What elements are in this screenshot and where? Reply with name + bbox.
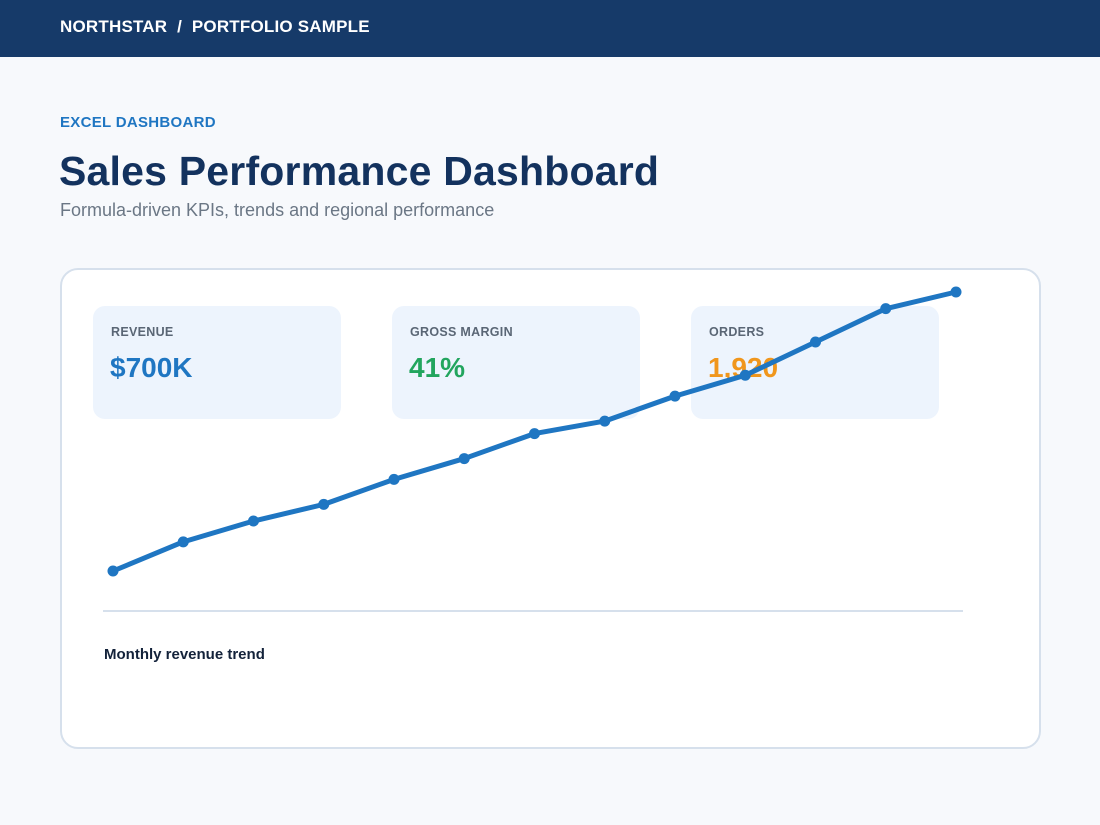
data-point-3 [248, 515, 259, 527]
data-point-7 [529, 428, 540, 440]
section-eyebrow: EXCEL DASHBOARD [60, 114, 216, 131]
data-point-9 [669, 390, 681, 402]
data-point-12 [880, 303, 892, 315]
kpi-label: GROSS MARGIN [410, 325, 513, 339]
data-point-11 [810, 336, 821, 348]
kpi-card-revenue: REVENUE $700K [93, 306, 341, 419]
data-point-10 [739, 369, 751, 381]
kpi-value: 41% [409, 352, 466, 383]
page-subtitle: Formula-driven KPIs, trends and regional… [60, 200, 495, 220]
chart-caption: Monthly revenue trend [104, 646, 265, 663]
data-point-2 [177, 536, 189, 548]
kpi-card-gross-margin: GROSS MARGIN 41% [392, 306, 640, 419]
data-point-5 [388, 473, 400, 485]
data-point-8 [599, 415, 611, 427]
breadcrumb: NORTHSTAR / PORTFOLIO SAMPLE [60, 17, 370, 36]
data-point-13 [950, 286, 962, 298]
data-point-1 [107, 565, 119, 577]
page-title: Sales Performance Dashboard [59, 148, 660, 194]
data-point-6 [458, 453, 470, 465]
kpi-label: REVENUE [111, 325, 174, 339]
kpi-value: $700K [110, 352, 193, 383]
data-point-4 [318, 498, 330, 510]
top-bar: NORTHSTAR / PORTFOLIO SAMPLE [0, 0, 1100, 57]
kpi-label: ORDERS [709, 325, 765, 339]
